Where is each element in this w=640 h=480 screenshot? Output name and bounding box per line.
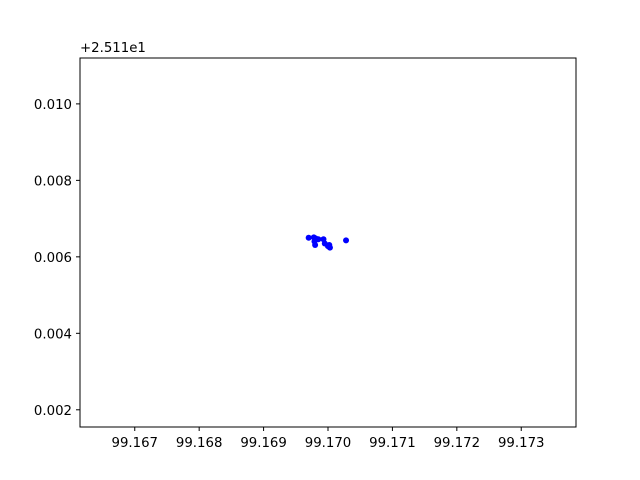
plot-frame (79, 57, 577, 428)
data-point (343, 237, 350, 244)
y-offset-label: +2.511e1 (80, 41, 146, 56)
data-point (312, 241, 319, 248)
x-tick-label: 99.172 (434, 436, 481, 451)
x-axis: 99.167 99.168 99.169 99.170 99.171 99.172 99.1… (111, 427, 545, 451)
x-tick-label: 99.170 (305, 436, 352, 451)
x-tick-label: 99.167 (111, 436, 158, 451)
x-tick-label: 99.168 (176, 436, 223, 451)
x-tick-label: 99.173 (498, 436, 545, 451)
data-points (305, 234, 350, 251)
x-tick-label: 99.171 (369, 436, 416, 451)
data-point (305, 234, 312, 241)
x-tick-label: 99.169 (240, 436, 287, 451)
data-point (315, 236, 322, 243)
y-tick-label: 0.010 (34, 98, 72, 113)
y-axis: 0.002 0.004 0.006 0.008 0.010 (34, 98, 80, 419)
data-point (326, 241, 333, 248)
y-tick-label: 0.004 (34, 327, 72, 342)
y-tick-label: 0.006 (34, 251, 72, 266)
y-tick-label: 0.008 (34, 174, 72, 189)
y-tick-label: 0.002 (34, 404, 72, 419)
